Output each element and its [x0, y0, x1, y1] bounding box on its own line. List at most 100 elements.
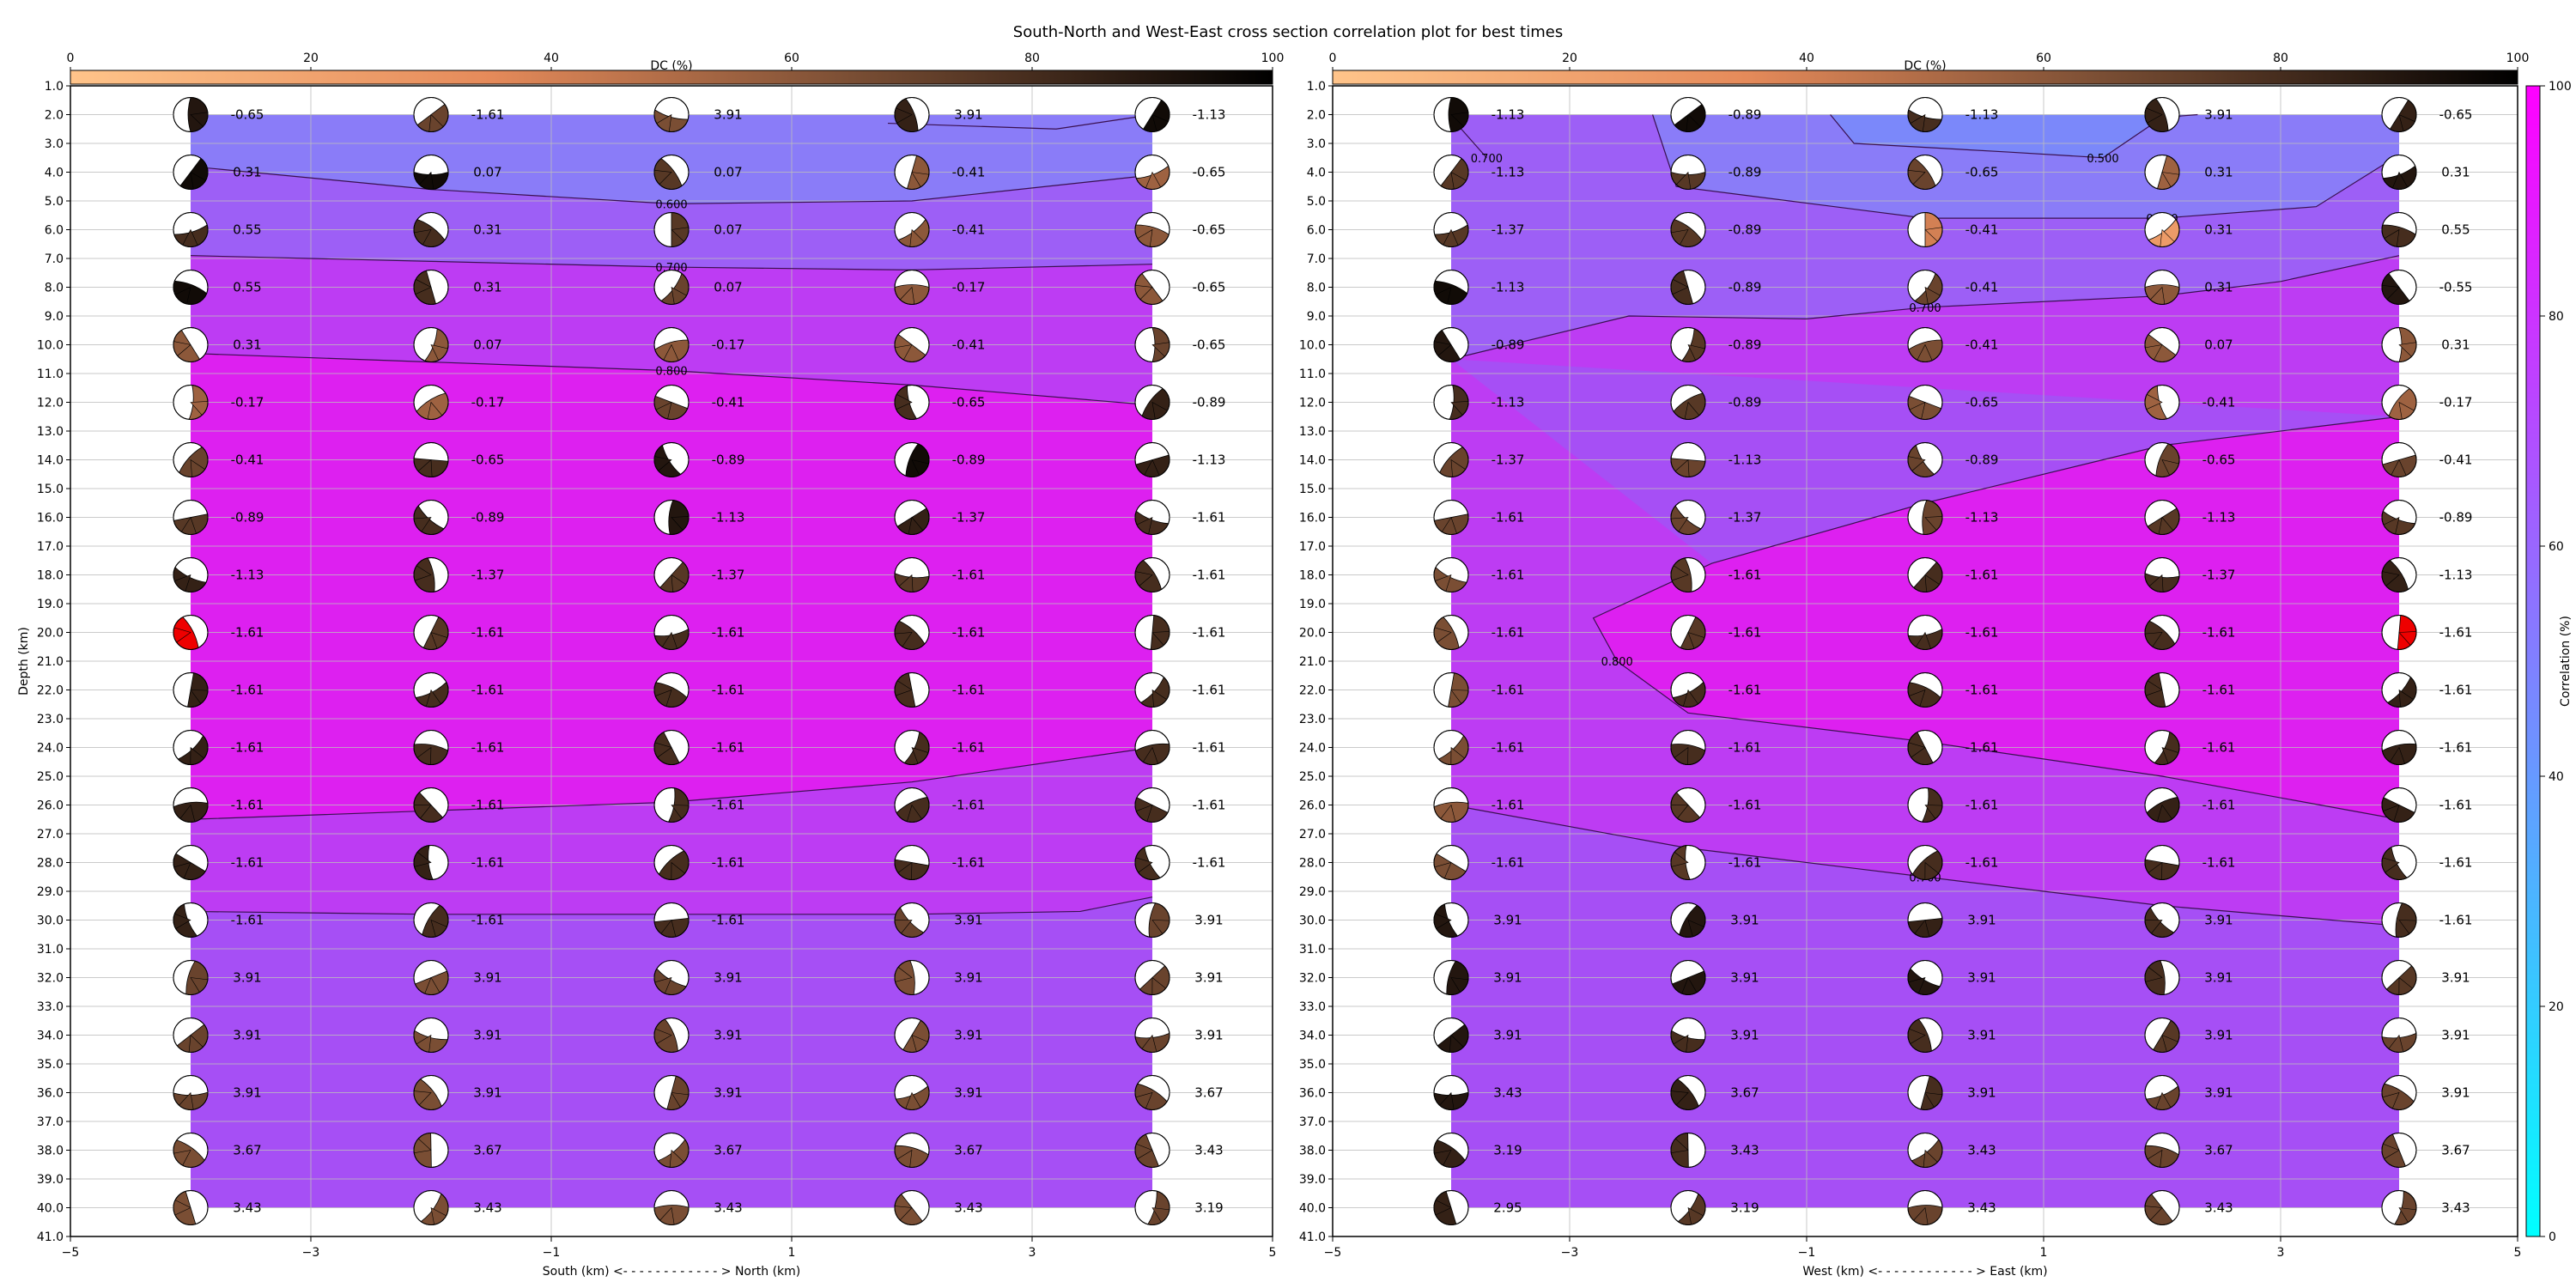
time-shift-label: -1.61 — [2439, 913, 2473, 928]
beachball — [1907, 1018, 1943, 1053]
beachball-outline — [653, 615, 690, 650]
y-tick-label: 25.0 — [37, 770, 64, 784]
contour-label: 0.700 — [1909, 302, 1941, 315]
beachball-outline — [894, 1018, 930, 1053]
y-tick-label: 28.0 — [37, 857, 64, 871]
time-shift-label: 3.91 — [1194, 1028, 1223, 1043]
beachball-outline — [2381, 212, 2417, 247]
y-tick-label: 2.0 — [45, 109, 64, 123]
time-shift-label: -0.65 — [471, 453, 505, 468]
time-shift-label: 3.91 — [233, 1085, 261, 1101]
beachball — [413, 845, 449, 880]
beachball-outline — [1134, 1190, 1170, 1225]
time-shift-label: -1.61 — [712, 855, 745, 871]
beachball-outline — [1134, 385, 1170, 420]
beachball — [1433, 1190, 1469, 1225]
beachball — [413, 960, 449, 995]
time-shift-label: 3.91 — [714, 1085, 742, 1101]
beachball-outline — [2381, 960, 2417, 995]
time-shift-label: 3.91 — [233, 1028, 261, 1043]
beachball-outline — [2381, 155, 2417, 190]
contour-line — [190, 352, 1153, 406]
time-shift-label: -1.13 — [1492, 395, 1525, 410]
beachball-outline — [2144, 1190, 2180, 1225]
beachball-outline — [1134, 557, 1170, 592]
time-shift-label: 0.07 — [714, 165, 742, 180]
y-tick-label: 5.0 — [45, 195, 64, 209]
contour-line — [190, 166, 1153, 204]
x-tick-label: 3 — [1029, 1246, 1036, 1260]
beachball-outline — [894, 1075, 930, 1110]
beachball — [894, 327, 930, 362]
time-shift-label: -1.13 — [1492, 107, 1525, 123]
beachball — [1134, 1190, 1170, 1225]
beachball — [894, 212, 930, 247]
time-shift-label: -0.17 — [231, 395, 264, 410]
beachball-outline — [2381, 1018, 2417, 1053]
beachball-outline — [653, 500, 690, 535]
beachball-outline — [2381, 730, 2417, 765]
time-shift-label: -1.61 — [2439, 798, 2473, 813]
beachball — [1670, 270, 1706, 305]
beachball-outline — [653, 787, 690, 823]
beachball — [1134, 97, 1170, 132]
beachball — [1670, 1075, 1706, 1110]
beachball — [2381, 155, 2417, 190]
beachball-outline — [1670, 615, 1706, 650]
beachball — [1134, 845, 1170, 880]
time-shift-label: 0.55 — [233, 280, 261, 295]
beachball — [1670, 327, 1706, 362]
beachball-outline — [894, 730, 930, 765]
beachball-outline — [413, 902, 449, 938]
dc-tick-label: 60 — [784, 52, 799, 65]
beachball-outline — [1907, 960, 1943, 995]
beachball-outline — [1670, 902, 1706, 938]
beachball-outline — [173, 1018, 209, 1053]
beachball — [173, 500, 209, 535]
y-tick-label: 35.0 — [37, 1058, 64, 1072]
beachball — [894, 1133, 930, 1168]
time-shift-label: -1.13 — [1965, 510, 1999, 526]
y-tick-label: 7.0 — [1307, 252, 1326, 266]
time-shift-label: 3.67 — [233, 1143, 261, 1158]
time-shift-label: 0.31 — [473, 222, 501, 238]
beachball — [1907, 1075, 1943, 1110]
beachball — [173, 902, 209, 938]
time-shift-label: -1.13 — [231, 568, 264, 583]
beachball-outline — [653, 1018, 690, 1053]
beachball — [173, 1018, 209, 1053]
time-shift-label: -1.61 — [1965, 683, 1999, 698]
y-tick-label: 31.0 — [37, 943, 64, 957]
time-shift-label: -0.89 — [231, 510, 264, 526]
beachball-outline — [413, 1190, 449, 1225]
beachball — [2381, 672, 2417, 708]
beachball — [1134, 327, 1170, 362]
time-shift-label: -1.13 — [1965, 107, 1999, 123]
beachball-outline — [2144, 500, 2180, 535]
beachball — [653, 1075, 690, 1110]
time-shift-label: -1.13 — [712, 510, 745, 526]
beachball-outline — [2381, 557, 2417, 592]
time-shift-label: -1.61 — [952, 683, 986, 698]
x-tick-label: −3 — [1561, 1246, 1579, 1260]
y-tick-label: 35.0 — [1299, 1058, 1326, 1072]
y-tick-label: 38.0 — [37, 1145, 64, 1158]
time-shift-label: 3.91 — [1967, 970, 1996, 986]
time-shift-label: -0.41 — [952, 165, 986, 180]
beachball-outline — [1907, 270, 1943, 305]
beachball-outline — [173, 672, 209, 708]
beachball — [173, 960, 209, 995]
time-shift-label: 3.67 — [954, 1143, 982, 1158]
beachball-outline — [1907, 327, 1943, 362]
time-shift-label: 3.91 — [1493, 913, 1522, 928]
y-tick-label: 29.0 — [1299, 885, 1326, 899]
beachball-outline — [653, 672, 690, 708]
time-shift-label: -0.89 — [1728, 280, 1762, 295]
beachball — [173, 385, 209, 420]
beachball-outline — [1670, 97, 1706, 132]
beachball-outline — [1134, 155, 1170, 190]
beachball — [2144, 270, 2180, 305]
beachball-outline — [894, 270, 930, 305]
time-shift-label: -1.61 — [1965, 798, 1999, 813]
time-shift-label: -0.41 — [952, 222, 986, 238]
